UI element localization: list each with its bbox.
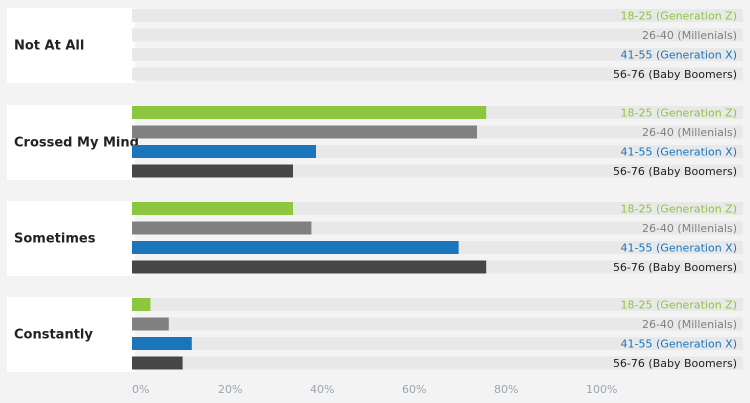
x-tick-label: 60% [402, 383, 426, 396]
series-label: 41-55 (Generation X) [621, 49, 737, 62]
category-panel [7, 201, 135, 276]
bar-3 [132, 241, 459, 254]
bar-1 [132, 202, 293, 215]
bar-1 [132, 106, 487, 119]
category-panel [7, 105, 135, 180]
bar-track [132, 67, 743, 81]
category-label: Not At All [14, 39, 84, 54]
bar-4 [132, 260, 487, 274]
series-label: 26-40 (Millenials) [642, 126, 737, 139]
bar-2 [132, 317, 169, 331]
bar-track [132, 28, 743, 42]
bar-1 [132, 298, 151, 311]
bar-track [132, 317, 743, 331]
series-label: 56-76 (Baby Boomers) [613, 357, 737, 370]
series-label: 41-55 (Generation X) [621, 242, 737, 255]
category-label: Crossed My Mind [14, 136, 139, 151]
category-label: Constantly [14, 328, 93, 343]
series-label: 56-76 (Baby Boomers) [613, 165, 737, 178]
bar-3 [132, 145, 316, 158]
series-label: 18-25 (Generation Z) [621, 107, 737, 120]
series-label: 56-76 (Baby Boomers) [613, 68, 737, 81]
bar-track [132, 337, 743, 350]
x-tick-label: 100% [586, 383, 617, 396]
bar-track [132, 48, 743, 61]
series-label: 26-40 (Millenials) [642, 222, 737, 235]
series-label: 18-25 (Generation Z) [621, 299, 737, 312]
x-tick-label: 0% [132, 383, 149, 396]
bar-2 [132, 221, 312, 235]
bar-4 [132, 164, 293, 178]
bar-2 [132, 125, 477, 139]
series-label: 41-55 (Generation X) [621, 338, 737, 351]
series-label: 18-25 (Generation Z) [621, 203, 737, 216]
series-label: 56-76 (Baby Boomers) [613, 261, 737, 274]
x-tick-label: 40% [310, 383, 334, 396]
series-label: 18-25 (Generation Z) [621, 10, 737, 23]
bar-track [132, 298, 743, 311]
bar-4 [132, 356, 183, 370]
series-label: 26-40 (Millenials) [642, 29, 737, 42]
series-label: 26-40 (Millenials) [642, 318, 737, 331]
x-tick-label: 80% [494, 383, 518, 396]
series-label: 41-55 (Generation X) [621, 146, 737, 159]
bar-track [132, 9, 743, 22]
category-panel [7, 8, 135, 83]
bar-3 [132, 337, 192, 350]
category-panel [7, 297, 135, 372]
x-tick-label: 20% [218, 383, 242, 396]
category-label: Sometimes [14, 232, 96, 247]
bar-track [132, 356, 743, 370]
